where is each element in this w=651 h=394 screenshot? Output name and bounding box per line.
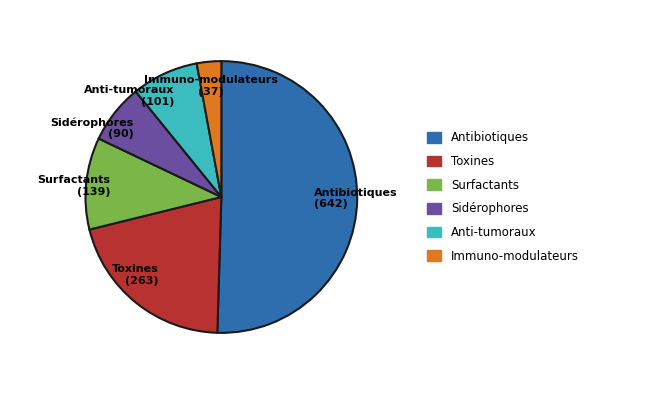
Text: Sidérophores
(90): Sidérophores (90) [51,117,134,139]
Text: Toxines
(263): Toxines (263) [111,264,158,286]
Text: Surfactants
(139): Surfactants (139) [38,175,111,197]
Wedge shape [85,139,221,230]
Text: Antibiotiques
(642): Antibiotiques (642) [314,188,397,209]
Wedge shape [99,91,221,197]
Wedge shape [89,197,221,333]
Wedge shape [136,63,221,197]
Wedge shape [217,61,357,333]
Text: Anti-tumoraux
(101): Anti-tumoraux (101) [84,85,174,107]
Text: Immuno-modulateurs
(37): Immuno-modulateurs (37) [145,75,278,97]
Legend: Antibiotiques, Toxines, Surfactants, Sidérophores, Anti-tumoraux, Immuno-modulat: Antibiotiques, Toxines, Surfactants, Sid… [422,127,583,267]
Wedge shape [197,61,221,197]
